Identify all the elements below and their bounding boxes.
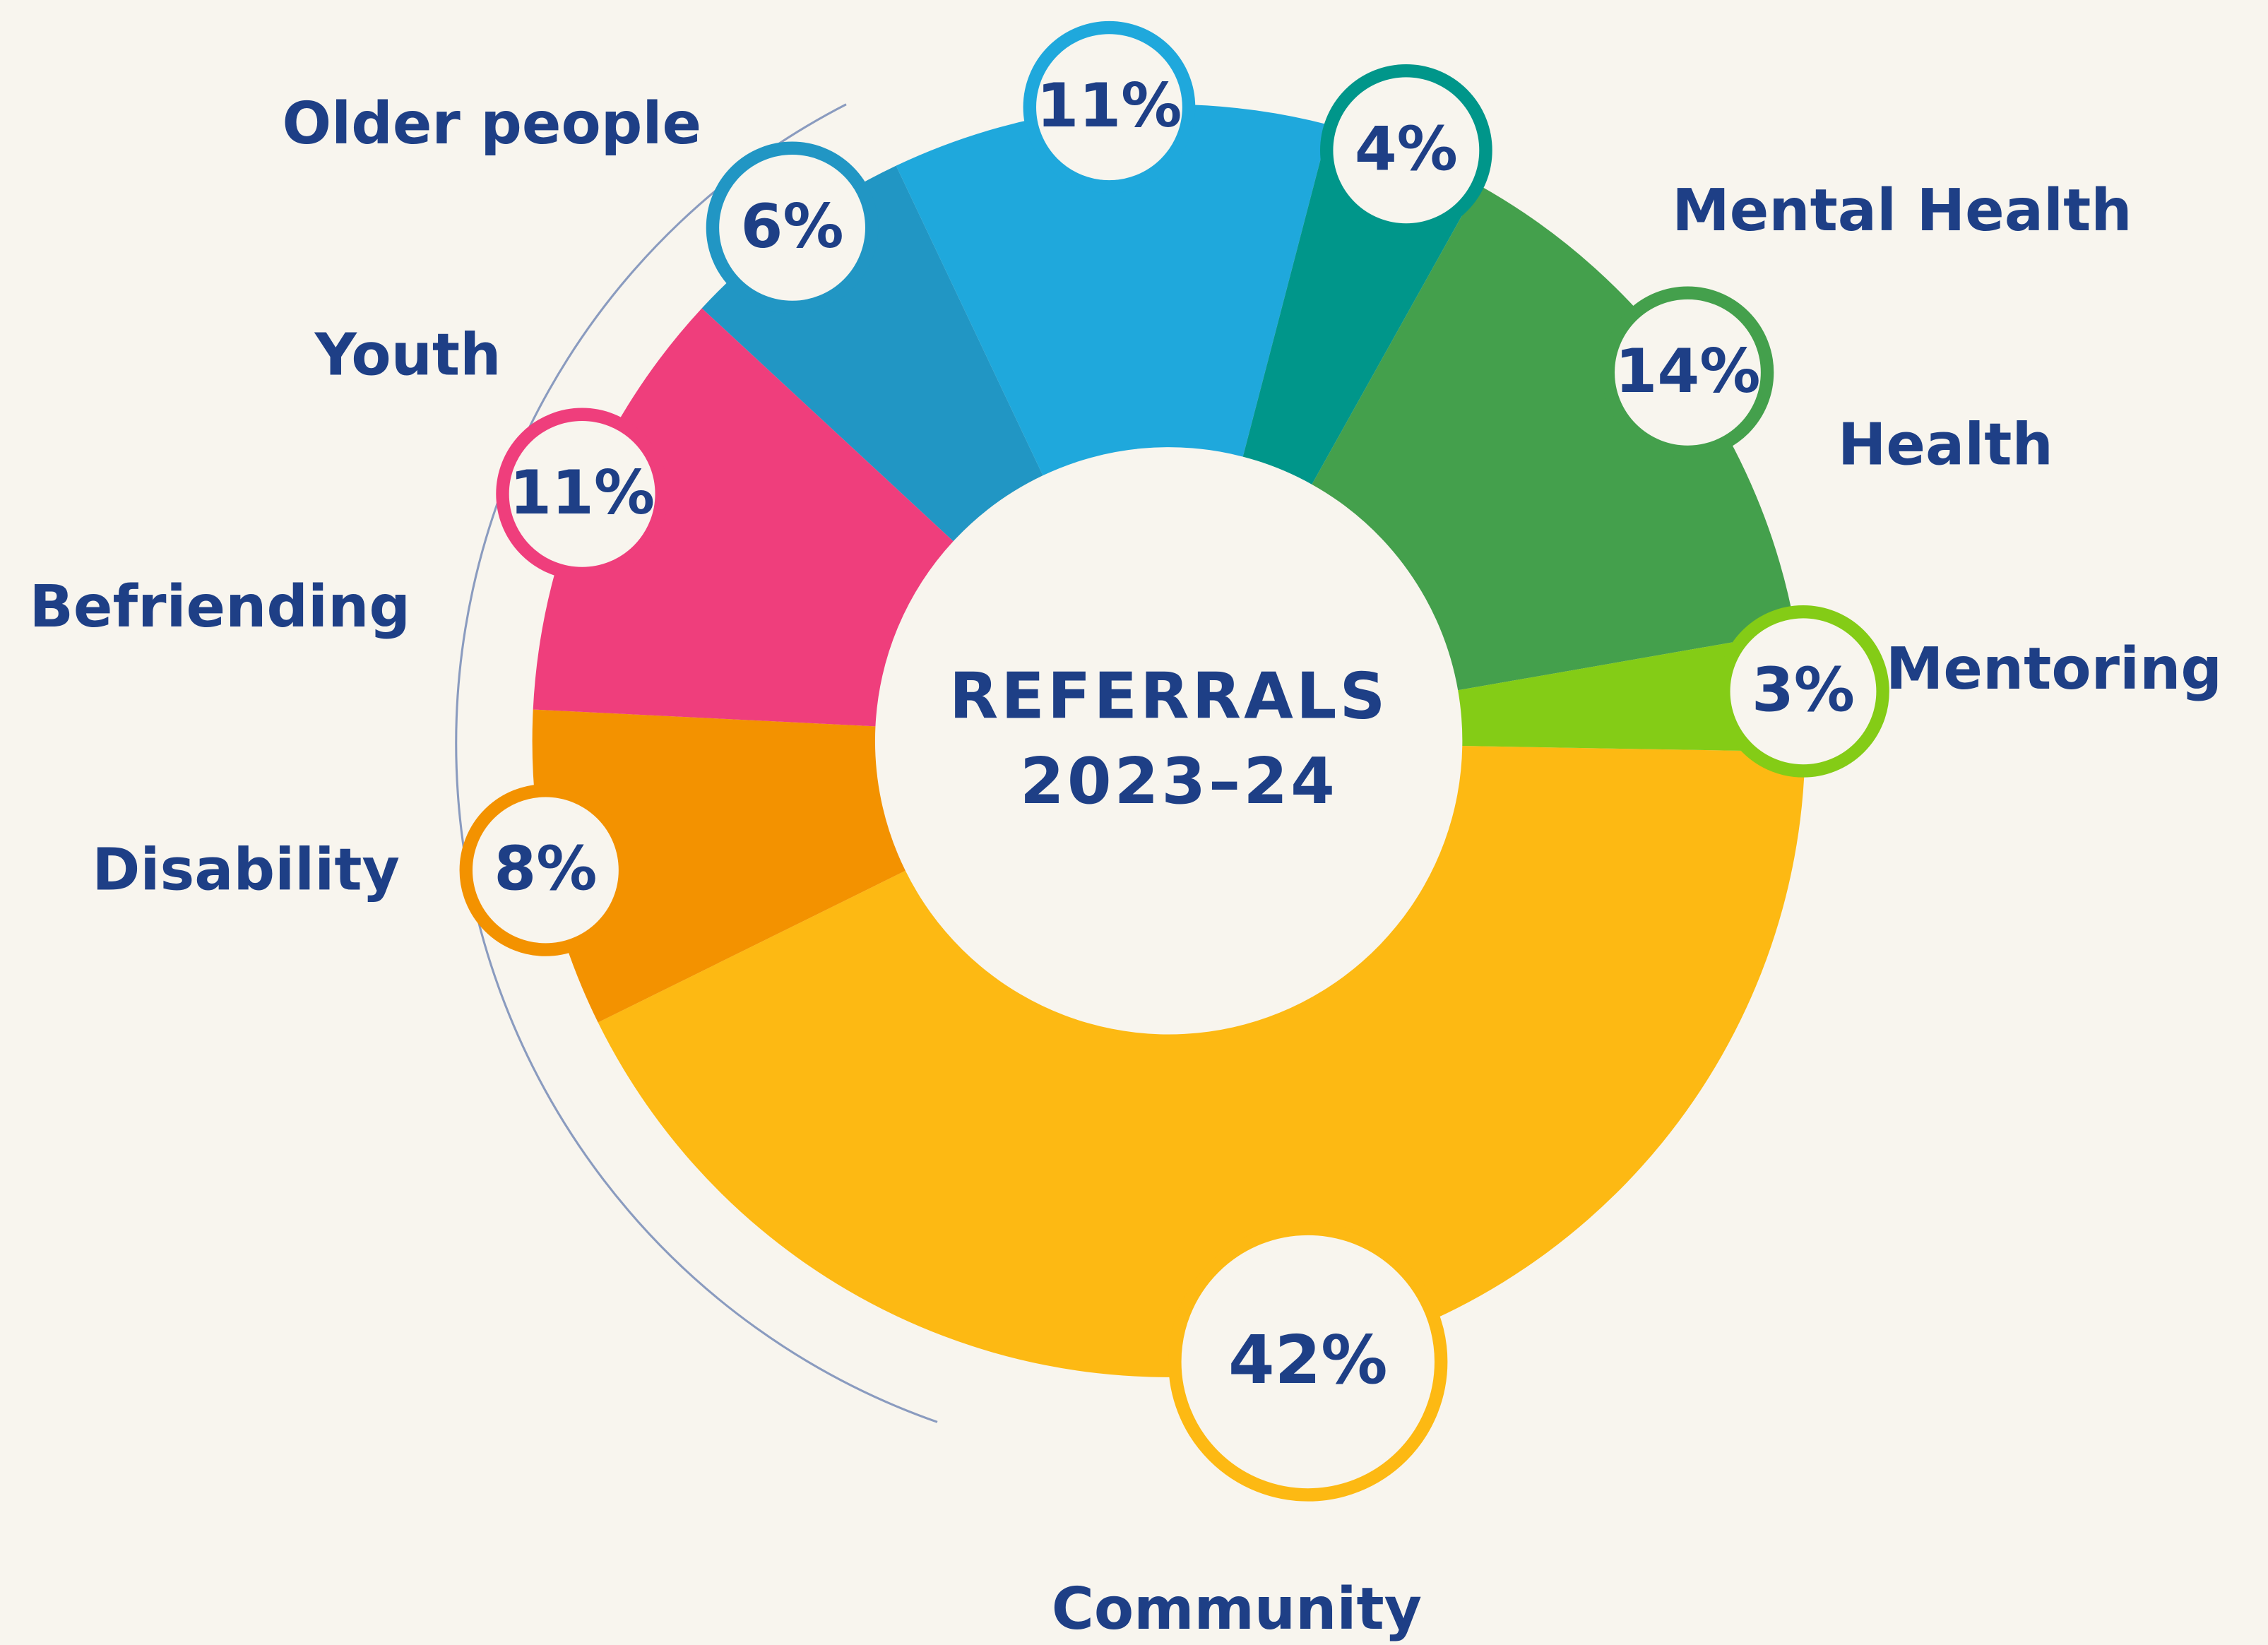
value-label: 6% xyxy=(741,191,844,262)
wedge xyxy=(533,308,954,727)
category-label: Mentoring xyxy=(1886,636,2222,703)
category-label: Community xyxy=(1052,1576,1422,1643)
chart-subtitle: 2023–24 xyxy=(1020,744,1338,819)
value-bubble xyxy=(459,784,632,956)
wedge xyxy=(598,746,1805,1377)
category-label: Disability xyxy=(92,837,400,904)
value-label: 11% xyxy=(509,458,655,528)
value-bubble xyxy=(1320,64,1492,237)
value-label: 42% xyxy=(1228,1322,1387,1399)
value-bubble xyxy=(1717,605,1889,778)
value-bubble xyxy=(1023,20,1196,194)
value-bubble xyxy=(1168,1222,1448,1502)
chart-title: REFERRALS xyxy=(949,659,1389,733)
category-label: Older people xyxy=(283,90,702,158)
category-label: Youth xyxy=(314,322,501,389)
category-label: Befriending xyxy=(29,574,410,641)
value-bubble xyxy=(706,141,879,314)
value-bubble xyxy=(1601,286,1774,459)
value-label: 8% xyxy=(494,833,597,904)
wedge xyxy=(1312,185,1796,691)
wedge xyxy=(896,104,1330,476)
value-bubble xyxy=(496,408,668,581)
wedge xyxy=(1458,631,1805,752)
category-label: Health xyxy=(1838,412,2053,479)
value-label: 11% xyxy=(1036,71,1182,141)
wedge xyxy=(532,709,906,1023)
value-label: 14% xyxy=(1615,336,1761,407)
decorative-arc xyxy=(455,103,938,1423)
value-label: 3% xyxy=(1752,655,1855,725)
category-label: Mental Health xyxy=(1672,177,2132,244)
value-label: 4% xyxy=(1355,114,1458,184)
bubbles: 42% Community 8% Disability 11% Befriending 6%… xyxy=(29,20,2222,1643)
wedges xyxy=(532,104,1805,1377)
